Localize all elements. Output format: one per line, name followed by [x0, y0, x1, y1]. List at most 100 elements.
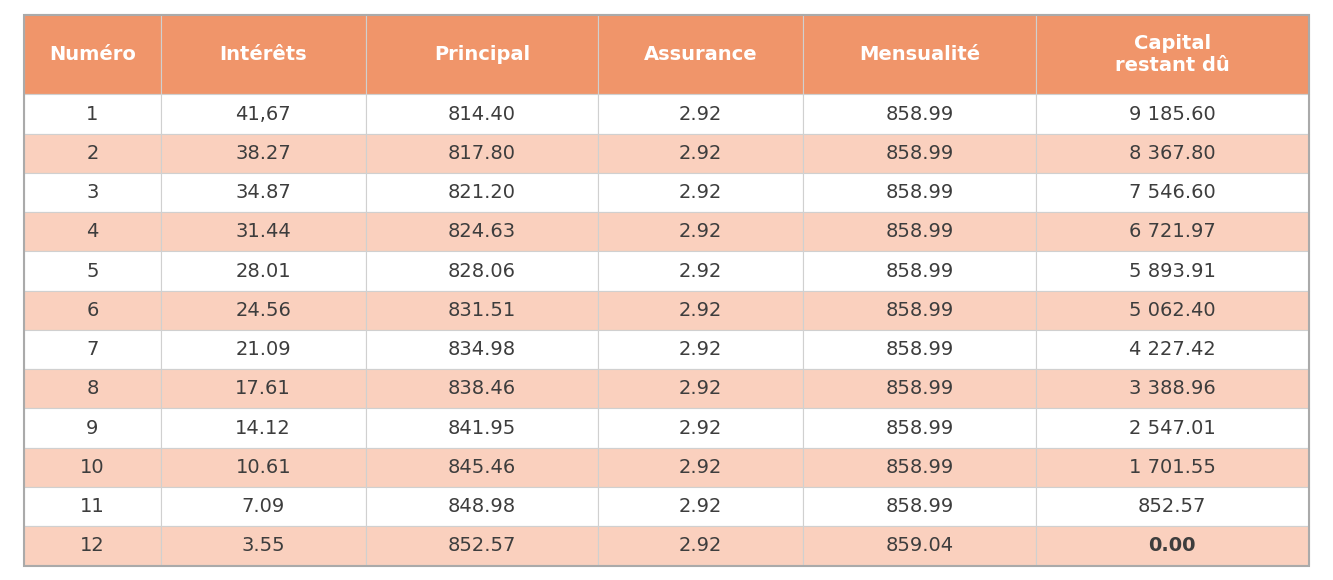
Text: 12: 12 — [80, 536, 105, 556]
Text: Intérêts: Intérêts — [220, 45, 307, 64]
Bar — [1036, 369, 1309, 408]
Text: Assurance: Assurance — [644, 45, 757, 64]
Text: 14.12: 14.12 — [236, 419, 291, 437]
Bar — [804, 291, 1036, 330]
Text: Capital
restant dû: Capital restant dû — [1114, 34, 1229, 75]
Bar — [1036, 252, 1309, 291]
Bar — [1036, 448, 1309, 487]
Text: 2.92: 2.92 — [678, 497, 722, 516]
Bar — [804, 330, 1036, 369]
Bar — [24, 212, 161, 252]
Bar — [599, 14, 804, 95]
Bar — [365, 526, 599, 566]
Bar — [365, 252, 599, 291]
Text: 38.27: 38.27 — [236, 144, 291, 163]
Text: 2.92: 2.92 — [678, 144, 722, 163]
Text: 5 893.91: 5 893.91 — [1129, 262, 1216, 281]
Text: 859.04: 859.04 — [885, 536, 953, 556]
Text: 852.57: 852.57 — [448, 536, 516, 556]
Bar — [161, 369, 365, 408]
Text: 858.99: 858.99 — [885, 144, 953, 163]
Bar — [24, 408, 161, 448]
Text: 2.92: 2.92 — [678, 458, 722, 477]
Text: 1: 1 — [87, 104, 99, 124]
Bar — [804, 14, 1036, 95]
Bar — [599, 448, 804, 487]
Bar — [365, 133, 599, 173]
Bar — [1036, 408, 1309, 448]
Bar — [1036, 95, 1309, 133]
Text: 2.92: 2.92 — [678, 379, 722, 398]
Bar — [24, 369, 161, 408]
Bar — [365, 173, 599, 212]
Text: 858.99: 858.99 — [885, 419, 953, 437]
Text: 824.63: 824.63 — [448, 222, 516, 241]
Text: 10.61: 10.61 — [236, 458, 291, 477]
Bar — [804, 408, 1036, 448]
Bar — [599, 369, 804, 408]
Bar — [599, 526, 804, 566]
Text: 858.99: 858.99 — [885, 183, 953, 202]
Bar — [804, 487, 1036, 526]
Text: 848.98: 848.98 — [448, 497, 516, 516]
Bar — [1036, 526, 1309, 566]
Bar — [804, 133, 1036, 173]
Bar — [804, 526, 1036, 566]
Text: 858.99: 858.99 — [885, 262, 953, 281]
Text: 7 546.60: 7 546.60 — [1129, 183, 1216, 202]
Text: 858.99: 858.99 — [885, 458, 953, 477]
Text: 2 547.01: 2 547.01 — [1129, 419, 1216, 437]
Bar — [24, 133, 161, 173]
Bar — [804, 212, 1036, 252]
Text: 2.92: 2.92 — [678, 222, 722, 241]
Text: 817.80: 817.80 — [448, 144, 516, 163]
Bar — [161, 212, 365, 252]
Text: 5 062.40: 5 062.40 — [1129, 301, 1216, 320]
Bar — [24, 330, 161, 369]
Bar — [599, 252, 804, 291]
Text: 9 185.60: 9 185.60 — [1129, 104, 1216, 124]
Bar — [1036, 173, 1309, 212]
Bar — [365, 330, 599, 369]
Bar — [599, 408, 804, 448]
Bar — [804, 173, 1036, 212]
Bar — [365, 448, 599, 487]
Bar — [24, 526, 161, 566]
Bar — [161, 95, 365, 133]
Text: 5: 5 — [87, 262, 99, 281]
Bar — [365, 212, 599, 252]
Text: 3 388.96: 3 388.96 — [1129, 379, 1216, 398]
Bar — [365, 14, 599, 95]
Bar — [804, 448, 1036, 487]
Text: Numéro: Numéro — [49, 45, 136, 64]
Text: 8: 8 — [87, 379, 99, 398]
Bar — [24, 173, 161, 212]
Text: 17.61: 17.61 — [236, 379, 291, 398]
Text: 28.01: 28.01 — [236, 262, 291, 281]
Text: 858.99: 858.99 — [885, 379, 953, 398]
Text: 2.92: 2.92 — [678, 340, 722, 359]
Text: 2.92: 2.92 — [678, 536, 722, 556]
Text: 11: 11 — [80, 497, 105, 516]
Text: 2.92: 2.92 — [678, 419, 722, 437]
Bar — [804, 369, 1036, 408]
Text: 3: 3 — [87, 183, 99, 202]
Text: 7: 7 — [87, 340, 99, 359]
Text: 858.99: 858.99 — [885, 340, 953, 359]
Text: 3.55: 3.55 — [241, 536, 285, 556]
Text: 858.99: 858.99 — [885, 301, 953, 320]
Bar — [24, 95, 161, 133]
Text: 828.06: 828.06 — [448, 262, 516, 281]
Bar — [599, 133, 804, 173]
Bar — [161, 252, 365, 291]
Bar — [24, 291, 161, 330]
Bar — [161, 173, 365, 212]
Bar — [1036, 14, 1309, 95]
Text: 6: 6 — [87, 301, 99, 320]
Text: 841.95: 841.95 — [448, 419, 516, 437]
Text: Principal: Principal — [433, 45, 531, 64]
Text: 1 701.55: 1 701.55 — [1129, 458, 1216, 477]
Bar — [161, 291, 365, 330]
Text: 2.92: 2.92 — [678, 301, 722, 320]
Bar — [24, 14, 161, 95]
